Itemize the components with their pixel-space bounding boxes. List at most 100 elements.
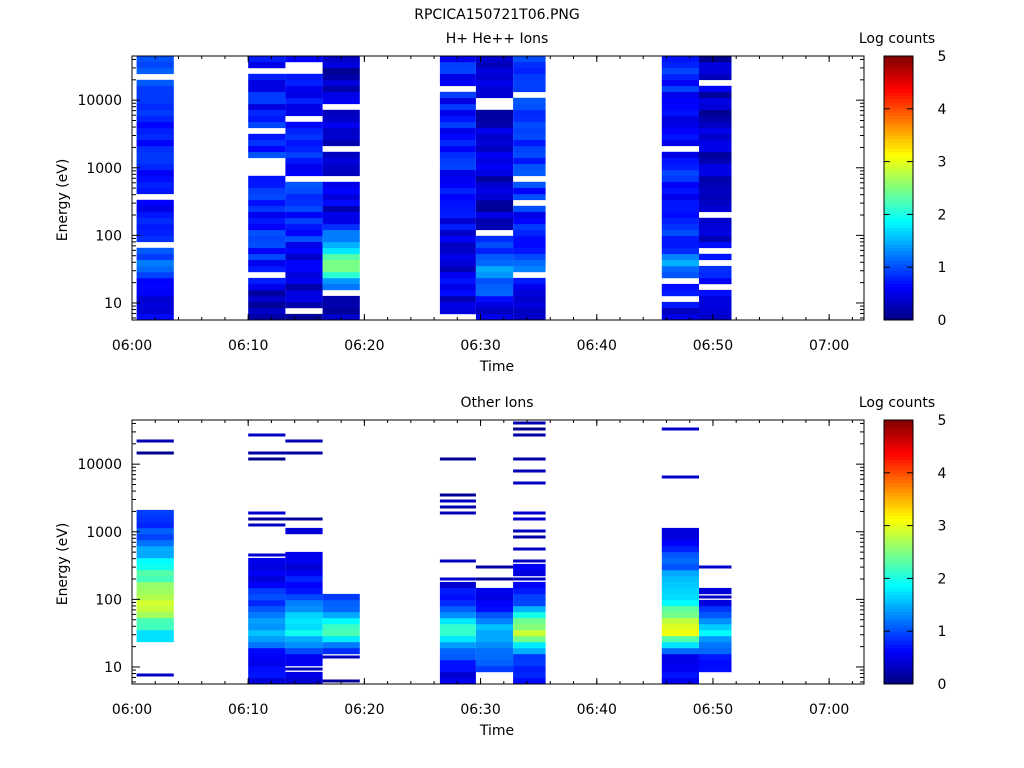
heatmap-cell: [322, 617, 360, 625]
heatmap-cell: [285, 617, 323, 625]
heatmap-cell: [136, 295, 174, 303]
heatmap-cell: [285, 73, 323, 81]
heatmap-cell: [439, 139, 476, 147]
colorbar-segment: [884, 62, 913, 67]
x-axis-label: Time: [479, 359, 514, 375]
heatmap-cell: [439, 151, 476, 159]
heatmap-cell: [439, 559, 476, 563]
colorbar-segment: [884, 426, 913, 431]
heatmap-cell: [439, 109, 476, 117]
heatmap-cell: [439, 175, 476, 183]
heatmap-cell: [475, 79, 514, 87]
heatmap-cell: [285, 569, 323, 577]
heatmap-cell: [513, 217, 546, 225]
heatmap-cell: [513, 67, 546, 75]
heatmap-cell: [285, 677, 323, 685]
heatmap-cell: [136, 85, 174, 93]
colorbar-segment: [884, 466, 913, 470]
x-tick-label: 06:50: [693, 338, 733, 354]
colorbar-segment: [884, 161, 913, 166]
colorbar-tick-label: 2: [938, 571, 947, 587]
colorbar-segment: [884, 188, 913, 192]
colorbar-segment: [884, 476, 913, 480]
heatmap-cell: [439, 671, 476, 679]
heatmap-cell: [248, 671, 286, 679]
colorbar-segment: [884, 429, 913, 434]
heatmap-cell: [136, 181, 174, 189]
heatmap-cell: [699, 265, 732, 273]
colorbar-segment: [884, 181, 913, 186]
heatmap-cell: [661, 175, 699, 183]
colorbar-segment: [884, 552, 913, 556]
colorbar-segment: [884, 89, 913, 93]
heatmap-cell: [322, 271, 360, 279]
heatmap-cell: [322, 205, 360, 213]
heatmap-cell: [439, 599, 476, 607]
heatmap-cell: [285, 79, 323, 87]
colorbar-segment: [884, 306, 913, 311]
heatmap-cell: [513, 427, 546, 431]
heatmap-cell: [439, 229, 476, 237]
y-tick-label: 10: [104, 296, 122, 312]
heatmap-cell: [439, 193, 476, 201]
heatmap-cell: [136, 145, 174, 153]
heatmap-cell: [513, 569, 546, 577]
colorbar-segment: [884, 105, 913, 110]
heatmap-cell: [439, 505, 476, 509]
colorbar-segment: [884, 296, 913, 301]
heatmap-cell: [475, 295, 514, 303]
heatmap-cell: [475, 605, 514, 613]
heatmap-cell: [136, 439, 174, 443]
heatmap-cell: [661, 79, 699, 87]
heatmap-cell: [661, 85, 699, 93]
heatmap-cell: [475, 565, 514, 569]
heatmap-cell: [439, 277, 476, 285]
colorbar-segment: [884, 565, 913, 569]
heatmap-cell: [439, 133, 476, 141]
heatmap-cell: [475, 133, 514, 141]
heatmap-cell: [285, 217, 323, 225]
x-tick-label: 06:40: [577, 338, 617, 354]
heatmap-cell: [661, 629, 699, 637]
colorbar-segment: [884, 505, 913, 510]
heatmap-cell: [285, 593, 323, 601]
heatmap-cell: [136, 175, 174, 183]
heatmap-cell: [661, 199, 699, 207]
heatmap-cell: [285, 667, 323, 671]
colorbar-segment: [884, 535, 913, 540]
heatmap-cell: [322, 85, 360, 93]
heatmap-cell: [322, 109, 360, 117]
colorbar-segment: [884, 174, 913, 179]
heatmap-cell: [285, 187, 323, 195]
heatmap-cell: [285, 283, 323, 291]
heatmap-cell: [699, 139, 732, 147]
heatmap-cell: [136, 581, 174, 589]
heatmap-cell: [285, 133, 323, 141]
heatmap-cell: [285, 103, 323, 111]
heatmap-cell: [513, 529, 546, 533]
heatmap-cell: [322, 73, 360, 81]
heatmap-cell: [513, 127, 546, 135]
heatmap-cell: [439, 617, 476, 625]
heatmap-cell: [136, 151, 174, 159]
heatmap-cell: [248, 611, 286, 619]
heatmap-cell: [439, 187, 476, 195]
heatmap-cell: [285, 635, 323, 643]
heatmap-cell: [513, 139, 546, 147]
colorbar-segment: [884, 591, 913, 596]
heatmap-cell: [699, 307, 732, 315]
colorbar-label: Log counts: [859, 395, 935, 411]
x-tick-label: 06:20: [344, 702, 384, 718]
heatmap-cell: [661, 217, 699, 225]
heatmap-cell: [439, 103, 476, 111]
heatmap-cell: [285, 205, 323, 213]
heatmap-cell: [699, 611, 732, 619]
heatmap-cell: [699, 145, 732, 153]
colorbar-segment: [884, 538, 913, 543]
heatmap-cell: [699, 277, 732, 285]
colorbar-segment: [884, 611, 913, 616]
colorbar-segment: [884, 158, 913, 162]
heatmap-cell: [661, 289, 699, 297]
heatmap-cell: [699, 193, 732, 201]
colorbar-segment: [884, 108, 913, 113]
